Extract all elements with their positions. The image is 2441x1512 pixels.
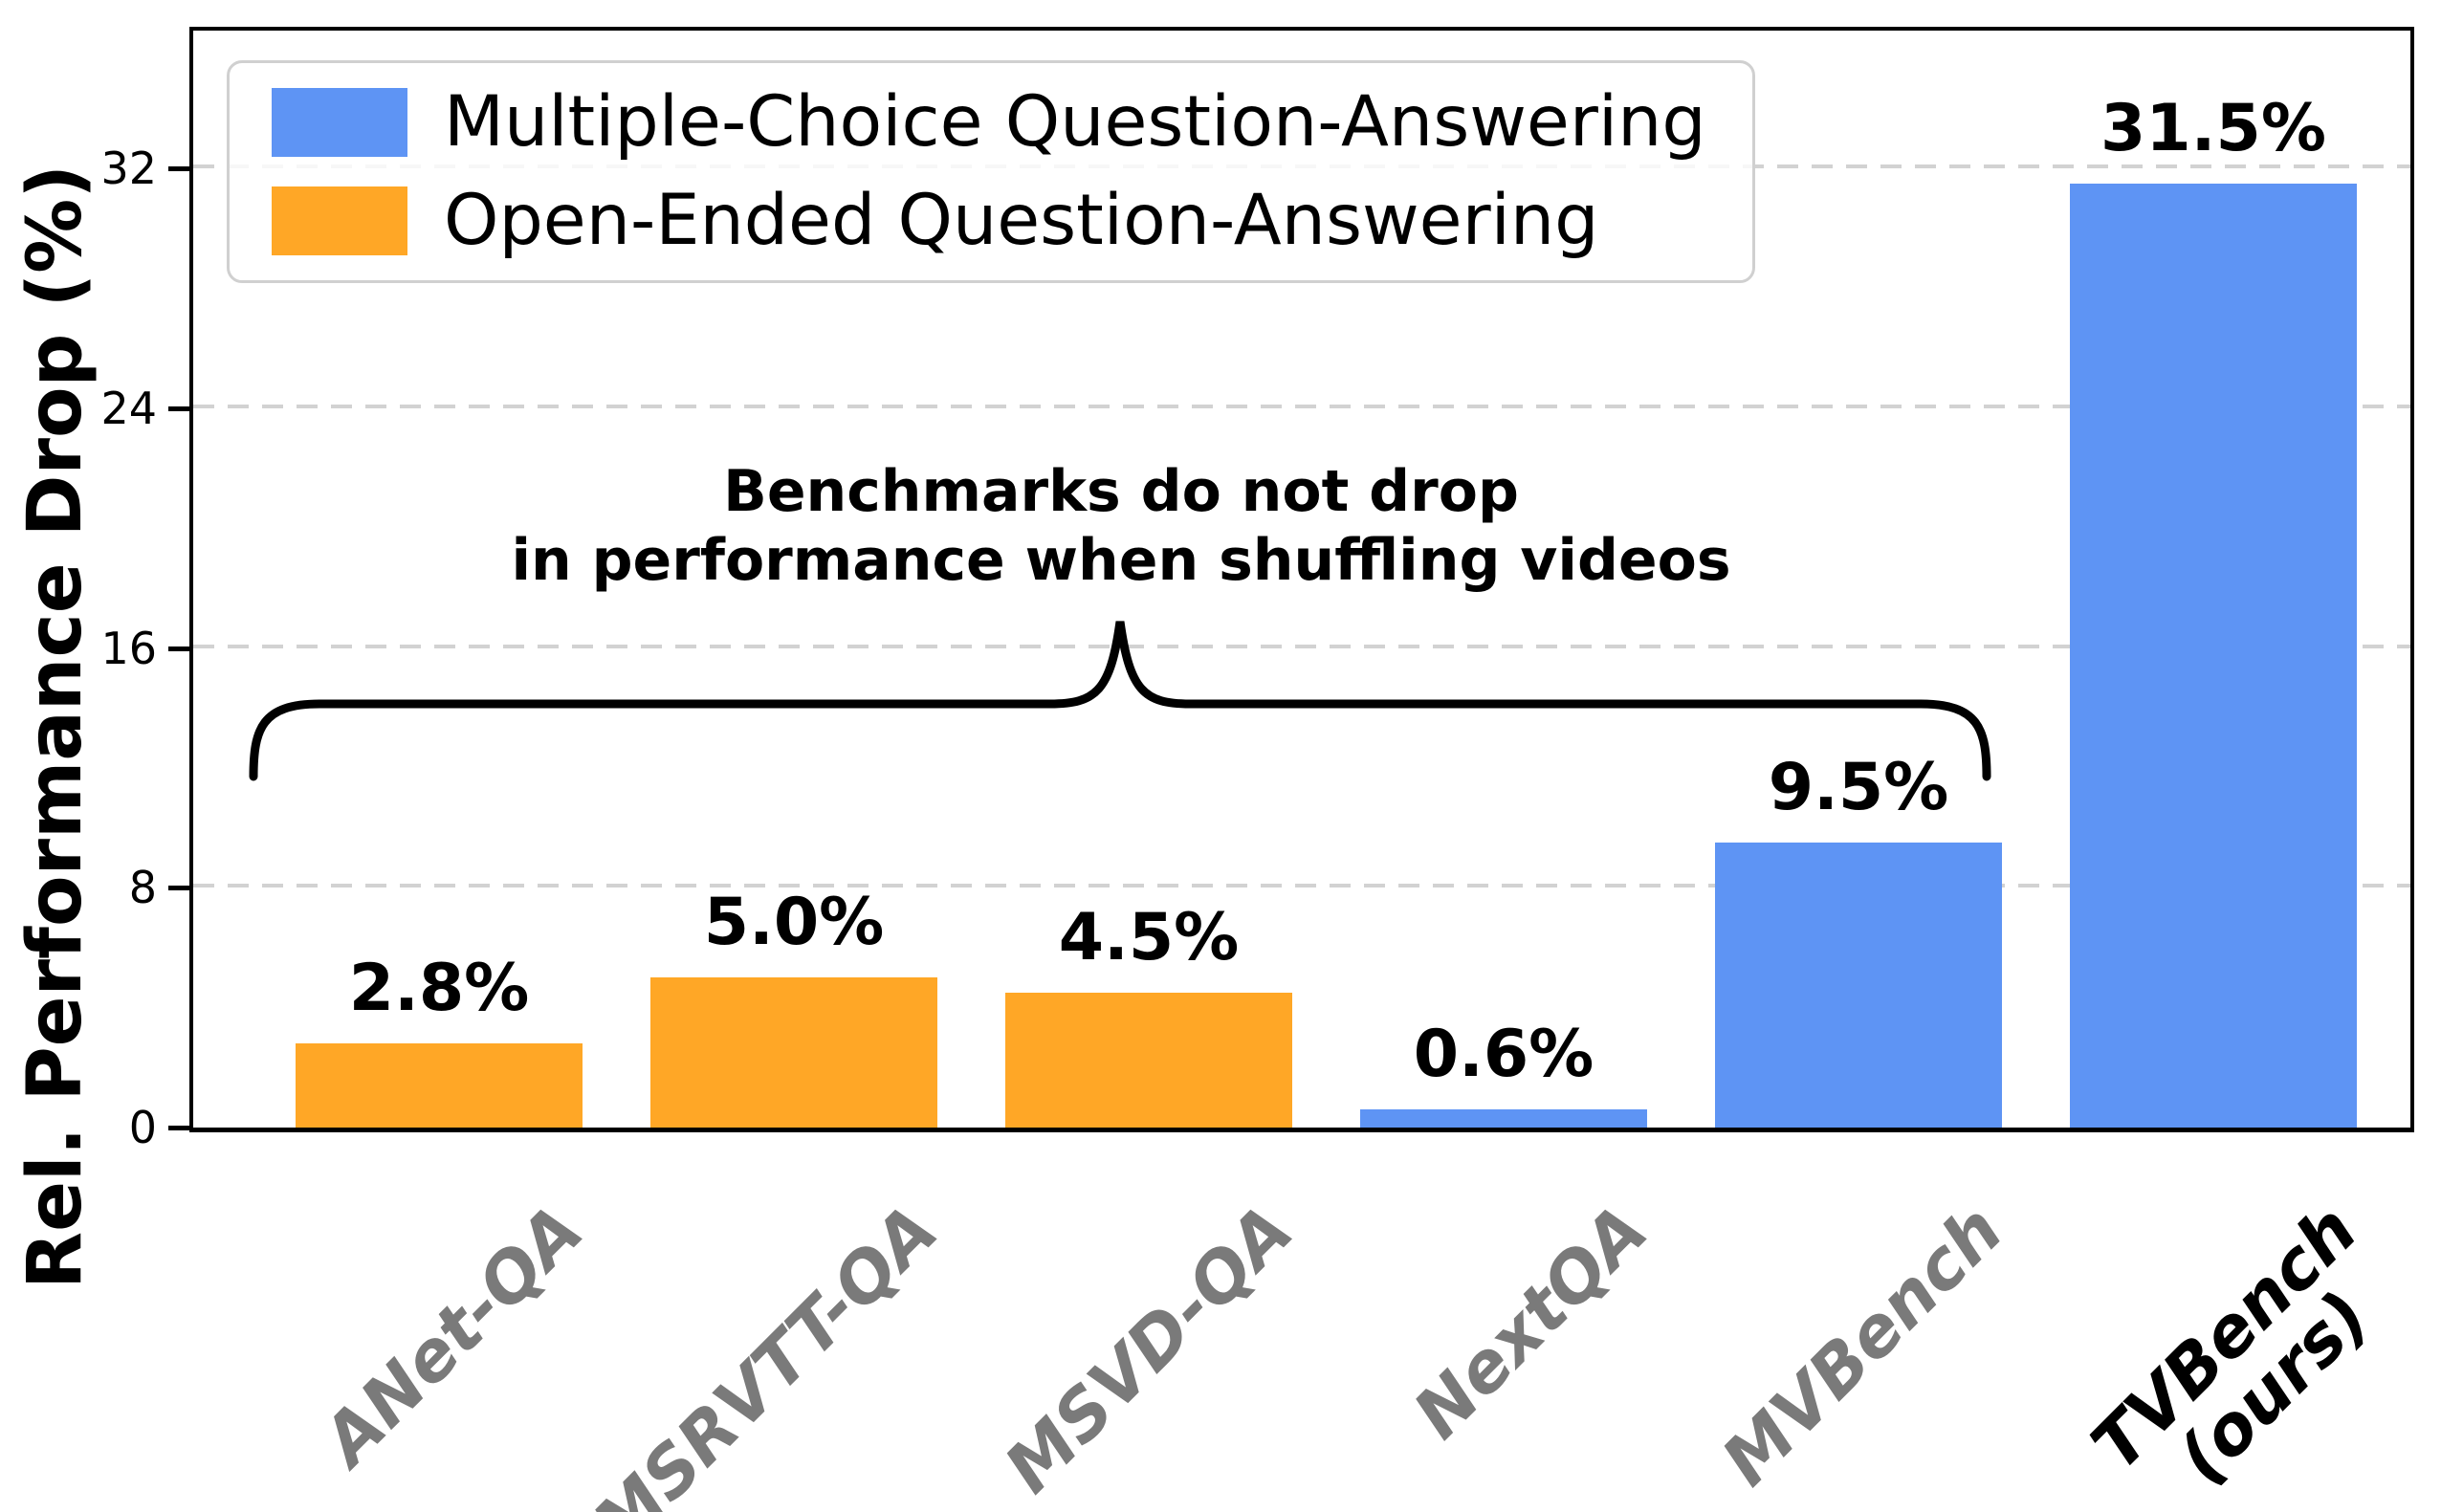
plot-area: 2.8% 5.0% 4.5% 0.6% 9.5% 31.5% <box>189 27 2414 1132</box>
annotation-text: Benchmarks do not drop in performance wh… <box>511 457 1730 595</box>
gridline-y-24 <box>193 404 2410 408</box>
legend-label-open-ended: Open-Ended Question-Answering <box>444 179 1599 261</box>
bar-msvd-qa <box>1005 992 1292 1128</box>
value-label-tvbench: 31.5% <box>2100 90 2326 166</box>
x-tick-label-tvbench: TVBench (ours) <box>2076 1189 2386 1499</box>
legend-label-multiple-choice: Multiple-Choice Question-Answering <box>444 81 1706 163</box>
value-label-mvbench: 9.5% <box>1768 750 1949 826</box>
legend-entry-multiple-choice: Multiple-Choice Question-Answering <box>272 81 1706 163</box>
y-tick-label-0: 0 <box>128 1102 157 1153</box>
x-tick-label-mvbench: MVBench <box>1705 1189 2018 1501</box>
y-tick-mark-24 <box>168 405 189 411</box>
y-tick-mark-0 <box>168 1126 189 1130</box>
legend: Multiple-Choice Question-Answering Open-… <box>227 60 1755 284</box>
annotation-line-1: Benchmarks do not drop <box>723 458 1519 525</box>
bar-anet-qa <box>296 1043 583 1128</box>
y-tick-label-32: 32 <box>100 142 157 195</box>
bar-nextqa <box>1360 1109 1647 1128</box>
y-tick-label-16: 16 <box>100 622 157 674</box>
x-tick-label-msvd-qa: MSVD-QA <box>989 1189 1308 1508</box>
legend-swatch-blue-icon <box>272 88 407 158</box>
y-tick-label-24: 24 <box>100 382 157 434</box>
y-tick-label-8: 8 <box>128 862 157 914</box>
x-tick-label-nextqa: NextQA <box>1397 1189 1663 1455</box>
y-tick-mark-8 <box>168 886 189 891</box>
y-tick-mark-32 <box>168 166 189 172</box>
bar-mvbench <box>1715 843 2002 1128</box>
legend-entry-open-ended: Open-Ended Question-Answering <box>272 179 1706 261</box>
value-label-msrvtt-qa: 5.0% <box>703 885 885 961</box>
y-axis-title: Rel. Performance Drop (%) <box>12 164 99 1289</box>
annotation-line-2: in performance when shuffling videos <box>511 527 1731 594</box>
value-label-msvd-qa: 4.5% <box>1058 899 1240 975</box>
y-tick-mark-16 <box>168 646 189 651</box>
bar-tvbench <box>2070 183 2357 1128</box>
value-label-nextqa: 0.6% <box>1413 1017 1594 1093</box>
value-label-anet-qa: 2.8% <box>348 951 530 1027</box>
legend-swatch-orange-icon <box>272 186 407 255</box>
x-tick-label-msrvtt-qa: MSRVTT-QA <box>577 1189 954 1512</box>
gridline-y-8 <box>193 884 2410 888</box>
bar-msrvtt-qa <box>650 977 937 1128</box>
x-tick-label-anet-qa: ANet-QA <box>307 1189 599 1480</box>
